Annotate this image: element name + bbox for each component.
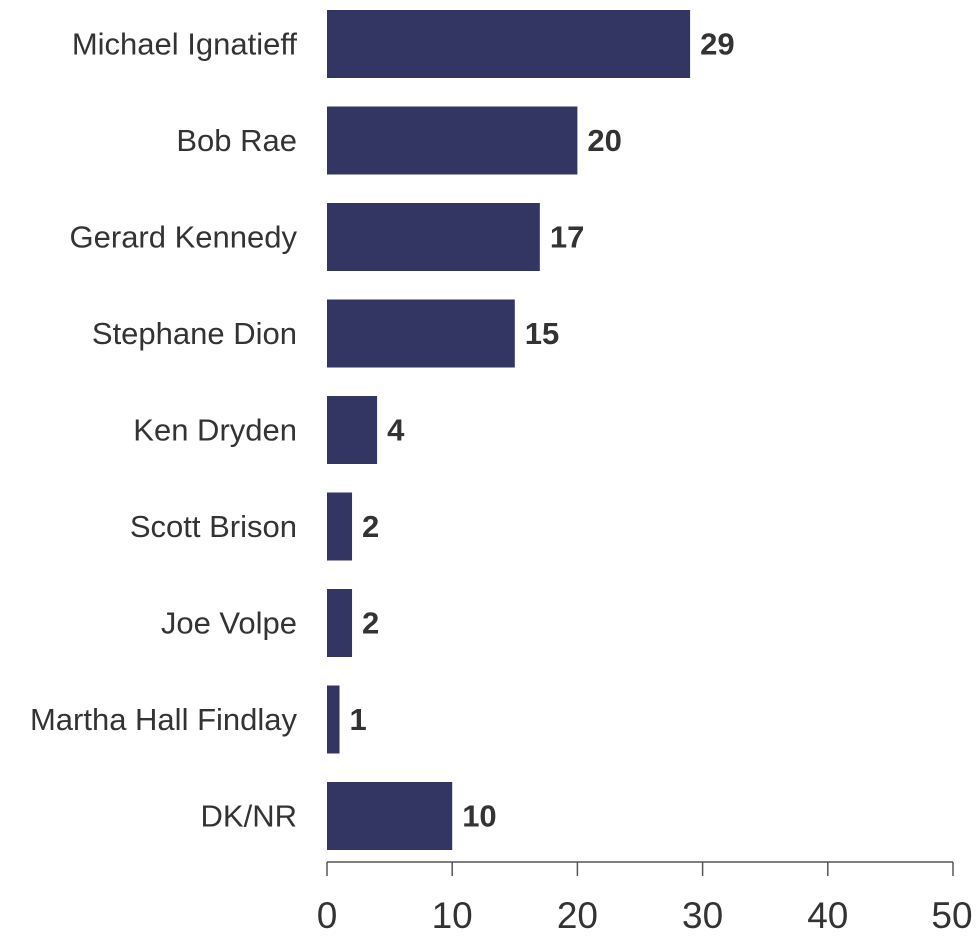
x-tick-label-3: 30 — [682, 895, 723, 936]
category-labels: Michael Ignatieff Bob Rae Gerard Kennedy St… — [30, 27, 298, 834]
category-label-5: Scott Brison — [130, 509, 297, 544]
value-label-7: 1 — [350, 702, 367, 737]
x-tick-label-5: 50 — [931, 895, 972, 936]
value-label-2: 17 — [550, 220, 584, 255]
value-label-8: 10 — [462, 799, 496, 834]
category-label-7: Martha Hall Findlay — [30, 702, 298, 737]
bar-8 — [327, 782, 453, 850]
value-label-4: 4 — [387, 413, 405, 448]
category-label-4: Ken Dryden — [133, 413, 297, 448]
value-label-1: 20 — [587, 123, 621, 158]
category-label-2: Gerard Kennedy — [70, 220, 298, 255]
bar-3 — [327, 299, 515, 368]
bars-layer — [327, 10, 691, 850]
category-label-6: Joe Volpe — [161, 606, 297, 641]
bar-1 — [327, 106, 578, 175]
x-tick-label-1: 10 — [432, 895, 473, 936]
value-label-5: 2 — [362, 509, 379, 544]
category-label-1: Bob Rae — [176, 123, 297, 158]
category-label-8: DK/NR — [201, 799, 297, 834]
bar-2 — [327, 203, 540, 271]
bar-4 — [327, 396, 378, 464]
value-label-6: 2 — [362, 606, 379, 641]
bar-0 — [327, 10, 691, 78]
x-tick-label-2: 20 — [557, 895, 598, 936]
bar-6 — [327, 589, 353, 657]
category-label-3: Stephane Dion — [92, 316, 297, 351]
value-label-0: 29 — [700, 27, 734, 62]
x-tick-label-4: 40 — [807, 895, 848, 936]
category-label-0: Michael Ignatieff — [72, 27, 298, 62]
bar-7 — [327, 685, 340, 754]
value-label-3: 15 — [525, 316, 559, 351]
x-tick-label-0: 0 — [317, 895, 338, 936]
x-axis: 0 10 20 30 40 50 — [317, 861, 973, 936]
value-labels: 29 20 17 15 4 2 2 1 10 — [350, 27, 735, 834]
bar-5 — [327, 492, 353, 561]
